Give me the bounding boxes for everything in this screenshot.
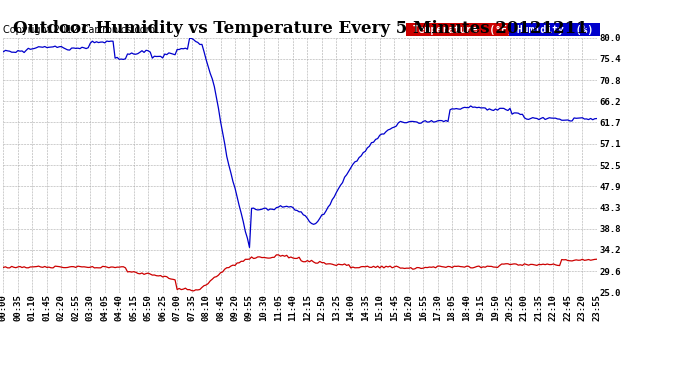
Text: Copyright 2012 Cartronics.com: Copyright 2012 Cartronics.com [3,25,155,35]
Text: Humidity  (%): Humidity (%) [511,25,599,35]
Text: Temperature  (°F): Temperature (°F) [407,25,519,35]
Title: Outdoor Humidity vs Temperature Every 5 Minutes 20121211: Outdoor Humidity vs Temperature Every 5 … [13,20,587,38]
